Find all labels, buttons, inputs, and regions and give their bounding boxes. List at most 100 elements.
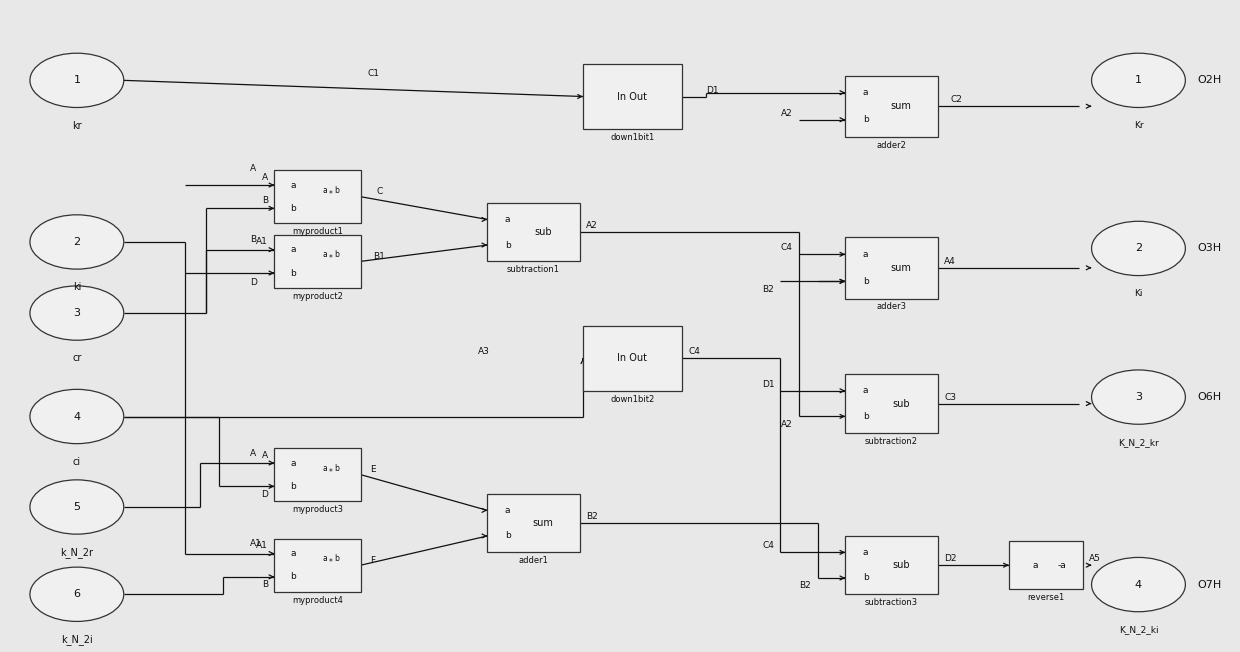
Text: 3: 3 — [73, 308, 81, 318]
Text: b: b — [505, 531, 511, 541]
Text: D2: D2 — [944, 554, 956, 563]
Text: a: a — [505, 215, 511, 224]
Text: A4: A4 — [945, 257, 956, 266]
FancyBboxPatch shape — [487, 494, 580, 552]
Text: 4: 4 — [73, 411, 81, 421]
Text: b: b — [290, 269, 296, 278]
FancyBboxPatch shape — [846, 374, 937, 433]
FancyBboxPatch shape — [274, 448, 361, 501]
Text: a: a — [290, 549, 296, 558]
FancyBboxPatch shape — [846, 237, 937, 299]
Text: O2H: O2H — [1198, 76, 1221, 85]
Text: O7H: O7H — [1198, 580, 1221, 589]
Text: C4: C4 — [763, 541, 774, 550]
Text: F: F — [371, 556, 376, 565]
FancyBboxPatch shape — [1009, 541, 1083, 589]
Text: myproduct1: myproduct1 — [293, 227, 343, 236]
Text: myproduct2: myproduct2 — [293, 291, 343, 301]
FancyBboxPatch shape — [583, 64, 682, 129]
Text: A2: A2 — [587, 221, 598, 230]
Text: A1: A1 — [257, 541, 268, 550]
FancyBboxPatch shape — [583, 326, 682, 391]
Ellipse shape — [1091, 557, 1185, 612]
Text: sum: sum — [532, 518, 553, 528]
Text: 1: 1 — [1135, 76, 1142, 85]
Text: O3H: O3H — [1198, 243, 1221, 254]
Ellipse shape — [30, 215, 124, 269]
Text: b: b — [863, 574, 868, 582]
Text: B1: B1 — [373, 252, 386, 261]
Text: b: b — [863, 115, 868, 125]
Text: sum: sum — [890, 101, 911, 111]
Text: a: a — [290, 458, 296, 467]
Text: sub: sub — [534, 228, 552, 237]
Text: 6: 6 — [73, 589, 81, 599]
Text: D1: D1 — [707, 85, 719, 95]
Ellipse shape — [1091, 370, 1185, 424]
Text: 3: 3 — [1135, 392, 1142, 402]
Text: In Out: In Out — [618, 353, 647, 363]
Text: K_N_2_ki: K_N_2_ki — [1118, 625, 1158, 634]
Text: K_N_2_kr: K_N_2_kr — [1118, 438, 1159, 447]
Text: A2: A2 — [781, 109, 792, 118]
FancyBboxPatch shape — [274, 235, 361, 288]
Text: D: D — [249, 278, 257, 288]
Text: 2: 2 — [1135, 243, 1142, 254]
Text: reverse1: reverse1 — [1027, 593, 1064, 602]
Text: a: a — [863, 548, 868, 557]
Text: D1: D1 — [761, 380, 774, 389]
Text: a: a — [322, 554, 327, 563]
Text: a: a — [290, 245, 296, 254]
Text: adder2: adder2 — [877, 141, 906, 150]
Text: C4: C4 — [781, 243, 792, 252]
Text: cr: cr — [72, 353, 82, 363]
FancyBboxPatch shape — [274, 539, 361, 591]
Ellipse shape — [1091, 53, 1185, 108]
Text: a: a — [505, 506, 511, 515]
Ellipse shape — [1091, 221, 1185, 276]
Text: A3: A3 — [479, 348, 490, 357]
Text: b: b — [290, 482, 296, 491]
Text: C1: C1 — [367, 69, 379, 78]
Text: adder1: adder1 — [518, 556, 548, 565]
Text: a: a — [863, 250, 868, 259]
Text: sum: sum — [890, 263, 911, 273]
Text: A: A — [249, 164, 255, 173]
Text: k_N_2i: k_N_2i — [61, 634, 93, 645]
Text: ki: ki — [73, 282, 81, 292]
Text: down1bit1: down1bit1 — [610, 133, 655, 141]
Text: A1: A1 — [257, 237, 268, 246]
Text: In Out: In Out — [618, 91, 647, 102]
Text: a: a — [322, 186, 327, 195]
Text: 5: 5 — [73, 502, 81, 512]
Text: *: * — [329, 558, 332, 567]
Text: B2: B2 — [800, 581, 811, 590]
Text: myproduct4: myproduct4 — [293, 595, 343, 604]
Text: subtraction1: subtraction1 — [507, 265, 560, 274]
Text: kr: kr — [72, 121, 82, 130]
Text: B2: B2 — [763, 284, 774, 293]
Ellipse shape — [30, 480, 124, 534]
Text: a: a — [863, 386, 868, 395]
Text: Kr: Kr — [1133, 121, 1143, 130]
Text: B: B — [262, 196, 268, 205]
FancyBboxPatch shape — [487, 203, 580, 261]
Text: subtraction2: subtraction2 — [866, 437, 918, 445]
Text: D: D — [262, 490, 268, 499]
Text: 1: 1 — [73, 76, 81, 85]
Text: b: b — [290, 204, 296, 213]
Text: 4: 4 — [1135, 580, 1142, 589]
Text: A: A — [262, 451, 268, 460]
Text: A: A — [262, 173, 268, 182]
Text: A: A — [249, 449, 255, 458]
Text: subtraction3: subtraction3 — [866, 598, 918, 607]
Text: down1bit2: down1bit2 — [610, 394, 655, 404]
Text: A1: A1 — [249, 539, 262, 548]
Text: a: a — [322, 464, 327, 473]
Text: k_N_2r: k_N_2r — [61, 547, 93, 557]
Text: b: b — [334, 554, 339, 563]
Text: A2: A2 — [781, 420, 792, 428]
Ellipse shape — [30, 567, 124, 621]
Text: C2: C2 — [950, 95, 962, 104]
Text: *: * — [329, 190, 332, 199]
